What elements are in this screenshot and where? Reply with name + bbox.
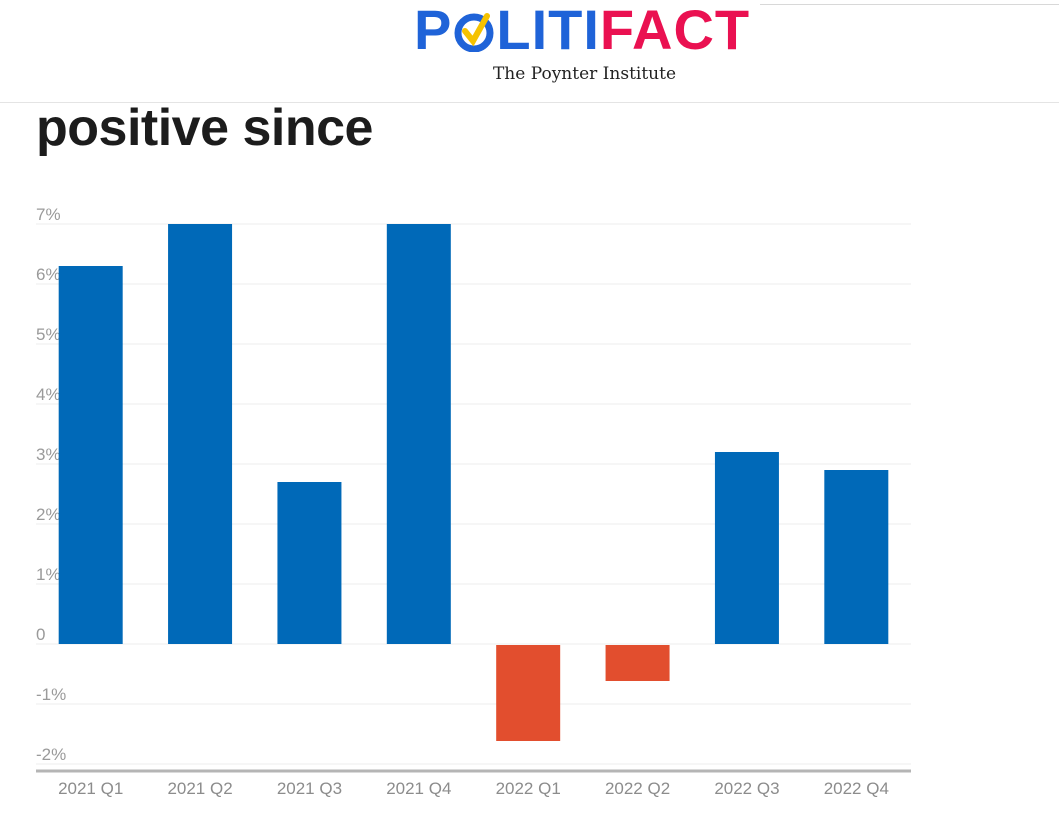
x-tick-label: 2021 Q4 bbox=[386, 779, 451, 798]
bar-chart: 7%6%5%4%3%2%1%0-1%-2% 2021 Q1 2021 Q2 2021… bbox=[36, 205, 911, 798]
bar-2021-q4 bbox=[386, 224, 451, 644]
bar-2021-q1 bbox=[58, 266, 123, 644]
x-tick-label: 2021 Q3 bbox=[277, 779, 342, 798]
tagline: The Poynter Institute bbox=[492, 64, 677, 84]
article-headline: positive since bbox=[36, 99, 373, 157]
y-tick-label: 3% bbox=[36, 445, 61, 464]
bar-2022-q1 bbox=[496, 645, 561, 741]
logo-politi-text: P LITI bbox=[414, 0, 600, 61]
y-tick-label: 1% bbox=[36, 565, 61, 584]
y-tick-label: 0 bbox=[36, 625, 45, 644]
y-tick-label: -1% bbox=[36, 685, 66, 704]
check-icon bbox=[454, 12, 494, 52]
bar-2021-q2 bbox=[168, 224, 233, 644]
bar-2022-q4 bbox=[824, 470, 889, 644]
x-tick-label: 2022 Q4 bbox=[824, 779, 889, 798]
politifact-logo[interactable]: P LITIFACT bbox=[414, 0, 750, 60]
grid-lines bbox=[36, 223, 911, 765]
x-tick-label: 2022 Q1 bbox=[496, 779, 561, 798]
x-tick-label: 2022 Q3 bbox=[714, 779, 779, 798]
y-tick-label: 5% bbox=[36, 325, 61, 344]
bar-2021-q3 bbox=[277, 482, 342, 644]
y-tick-label: 2% bbox=[36, 505, 61, 524]
bars bbox=[58, 224, 889, 741]
x-tick-label: 2021 Q1 bbox=[58, 779, 123, 798]
y-tick-label: 6% bbox=[36, 265, 61, 284]
logo-fact-text: FACT bbox=[599, 0, 751, 61]
x-axis-labels: 2021 Q1 2021 Q2 2021 Q3 2021 Q4 2022 Q1 2022 … bbox=[58, 779, 889, 798]
bar-2022-q3 bbox=[714, 452, 779, 644]
y-tick-label: 7% bbox=[36, 205, 61, 224]
logo-letters-rest: LITI bbox=[496, 0, 600, 61]
x-tick-label: 2021 Q2 bbox=[167, 779, 232, 798]
y-axis-ticks: 7% 6% 5% 4% 3% 2% 1% 0 -1% -2% bbox=[36, 205, 66, 764]
bar-2022-q2 bbox=[605, 645, 670, 681]
site-header: P LITIFACT The Poynter Institute bbox=[0, 0, 1059, 103]
x-tick-label: 2022 Q2 bbox=[605, 779, 670, 798]
header-rule bbox=[760, 4, 1059, 5]
y-tick-label: -2% bbox=[36, 745, 66, 764]
y-tick-label: 4% bbox=[36, 385, 61, 404]
logo-letter-p: P bbox=[414, 0, 453, 61]
